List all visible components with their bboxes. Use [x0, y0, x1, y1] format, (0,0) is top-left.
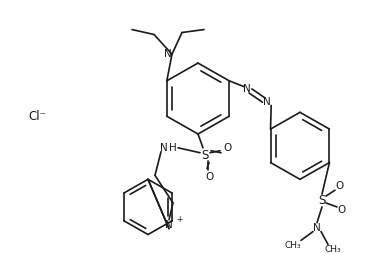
Text: N: N — [165, 220, 173, 230]
Text: O: O — [206, 172, 214, 182]
Text: +: + — [176, 215, 182, 224]
Text: O: O — [338, 205, 346, 215]
Text: N: N — [263, 98, 271, 107]
Text: S: S — [201, 149, 209, 162]
Text: H: H — [169, 143, 177, 153]
Text: O: O — [223, 143, 231, 153]
Text: CH₃: CH₃ — [285, 241, 301, 250]
Text: CH₃: CH₃ — [325, 245, 341, 254]
Text: Cl⁻: Cl⁻ — [28, 110, 46, 123]
Text: N: N — [313, 223, 321, 233]
Text: S: S — [318, 194, 326, 207]
Text: N: N — [160, 143, 168, 153]
Text: N: N — [243, 84, 251, 94]
Text: O: O — [336, 181, 344, 191]
Text: N: N — [164, 49, 172, 59]
